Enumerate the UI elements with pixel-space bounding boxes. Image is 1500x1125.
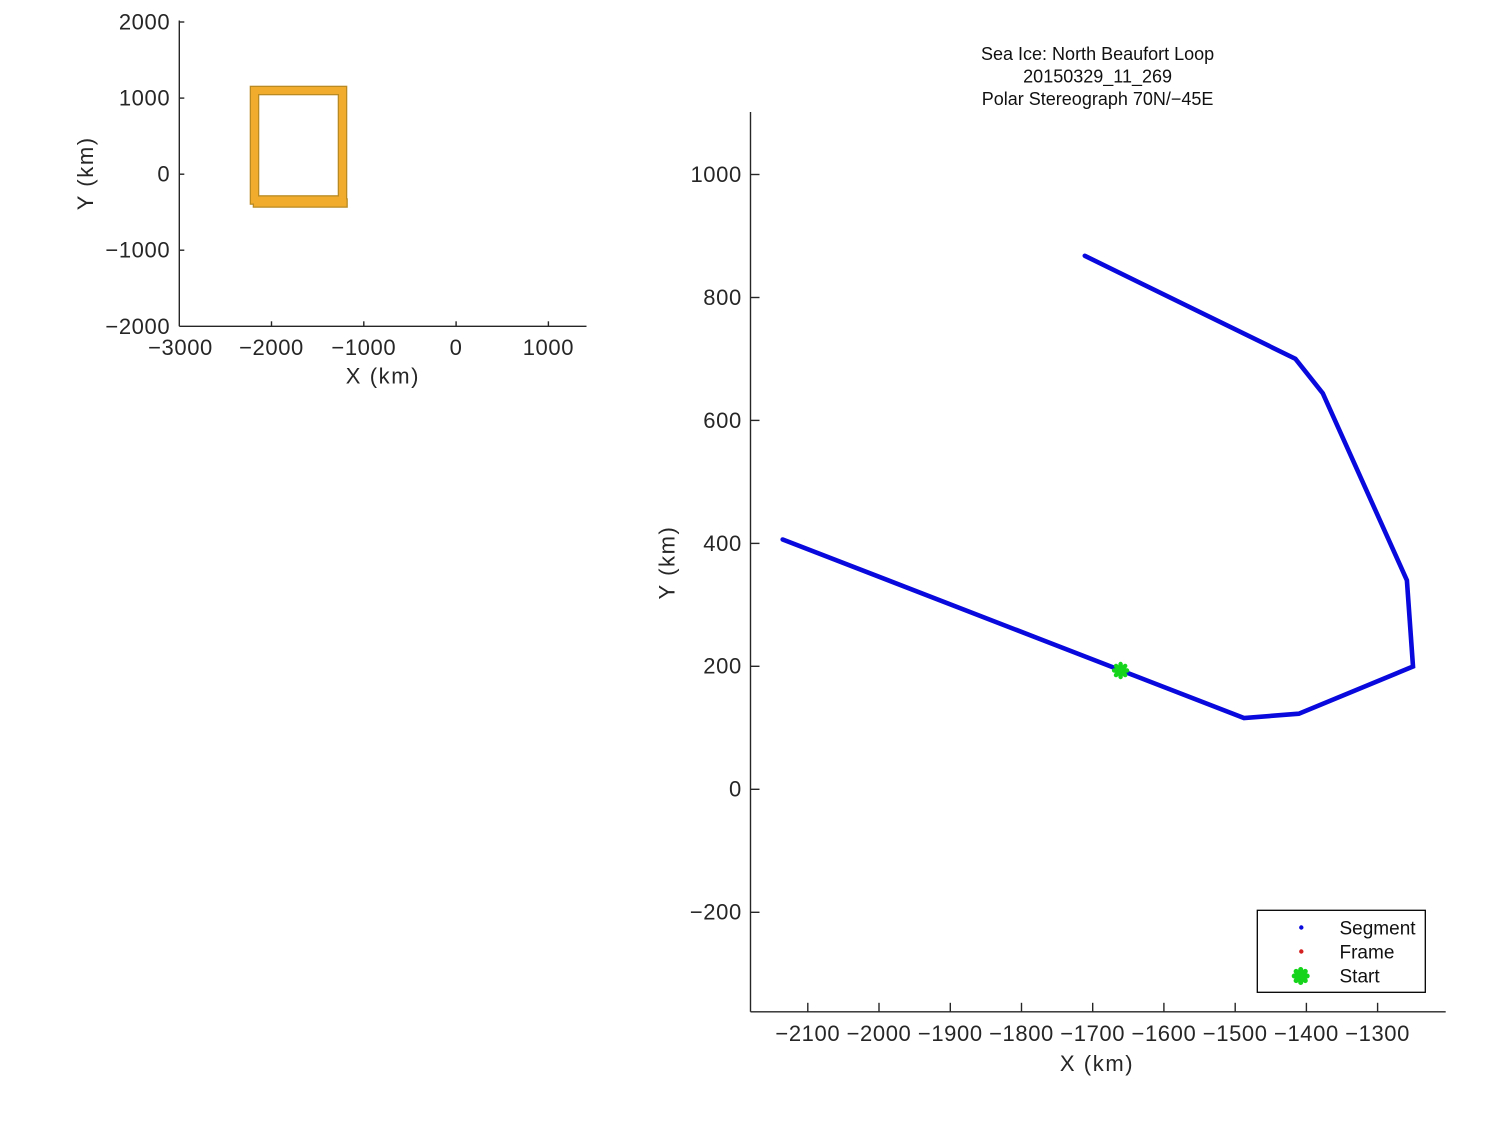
svg-text:−1300: −1300 (1345, 1021, 1410, 1046)
svg-text:−1600: −1600 (1132, 1021, 1197, 1046)
svg-text:Frame: Frame (1340, 942, 1395, 963)
svg-text:1000: 1000 (119, 86, 170, 111)
svg-text:0: 0 (157, 162, 170, 187)
svg-text:−3000: −3000 (148, 335, 213, 360)
svg-text:Y (km): Y (km) (655, 526, 680, 600)
svg-text:−1900: −1900 (918, 1021, 983, 1046)
svg-text:−1800: −1800 (989, 1021, 1054, 1046)
svg-text:−2000: −2000 (847, 1021, 912, 1046)
svg-text:600: 600 (703, 408, 742, 433)
svg-text:800: 800 (703, 285, 742, 310)
svg-text:Segment: Segment (1340, 918, 1417, 939)
svg-text:Sea Ice: North Beaufort Loop: Sea Ice: North Beaufort Loop (981, 44, 1214, 64)
svg-text:1000: 1000 (523, 335, 574, 360)
svg-text:400: 400 (703, 531, 742, 556)
svg-text:−1500: −1500 (1203, 1021, 1268, 1046)
svg-text:200: 200 (703, 654, 742, 679)
svg-text:X (km): X (km) (1060, 1051, 1134, 1076)
svg-text:−1000: −1000 (331, 335, 396, 360)
svg-text:Y (km): Y (km) (73, 136, 98, 210)
svg-text:0: 0 (729, 777, 742, 802)
svg-text:X (km): X (km) (346, 364, 420, 389)
svg-text:−1700: −1700 (1060, 1021, 1125, 1046)
svg-text:−1400: −1400 (1274, 1021, 1339, 1046)
svg-text:−2000: −2000 (239, 335, 304, 360)
svg-text:0: 0 (450, 335, 463, 360)
svg-text:Start: Start (1340, 967, 1381, 988)
svg-text:−1000: −1000 (105, 238, 170, 263)
svg-text:−2100: −2100 (775, 1021, 840, 1046)
svg-text:2000: 2000 (119, 10, 170, 35)
svg-text:20150329_11_269: 20150329_11_269 (1023, 67, 1172, 88)
svg-text:−200: −200 (690, 900, 742, 925)
svg-text:−2000: −2000 (105, 314, 170, 339)
svg-text:1000: 1000 (690, 162, 741, 187)
svg-text:Polar Stereograph 70N/−45E: Polar Stereograph 70N/−45E (982, 89, 1214, 109)
